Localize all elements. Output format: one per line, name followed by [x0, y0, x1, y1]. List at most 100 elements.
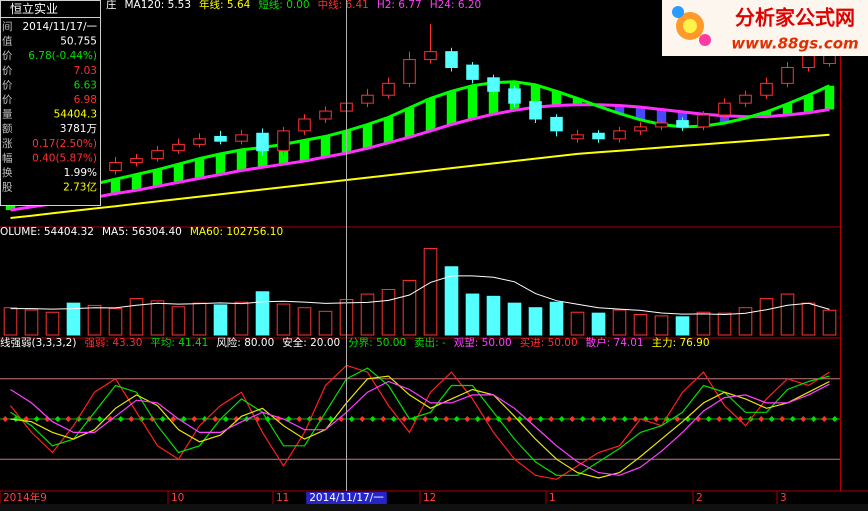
volume-bar	[444, 266, 459, 336]
level-marker	[359, 416, 366, 422]
volume-bar	[24, 309, 39, 336]
level-marker	[558, 416, 565, 422]
level-marker	[96, 416, 103, 422]
ma-line	[10, 133, 830, 219]
info-header	[0, 0, 101, 18]
panel-header: 短线: 0.00	[258, 0, 309, 11]
level-marker	[768, 416, 775, 422]
level-marker	[369, 416, 376, 422]
level-marker	[401, 416, 408, 422]
level-marker	[779, 416, 786, 422]
level-marker	[821, 416, 828, 422]
volume-bar	[612, 309, 627, 336]
level-marker	[180, 416, 187, 422]
info-label: 价	[2, 94, 13, 106]
x-tick-label: 2014年9	[3, 491, 47, 504]
info-label: 值	[2, 35, 13, 48]
candle-body	[109, 162, 122, 171]
info-value: 2.73亿	[63, 181, 97, 194]
panel-header: 主力: 76.90	[652, 336, 710, 349]
volume-bar	[213, 304, 228, 336]
panel-header: 平均: 41.41	[150, 337, 208, 349]
volume-bar	[276, 303, 291, 336]
panel-header: H24: 6.20	[430, 0, 482, 11]
candle-body	[571, 134, 584, 140]
level-marker	[464, 416, 471, 422]
candle-body	[760, 82, 773, 96]
level-marker	[831, 416, 838, 422]
candle-body	[550, 116, 563, 132]
candle-body	[718, 102, 731, 116]
level-marker	[33, 416, 40, 422]
candle-body	[445, 51, 458, 69]
level-marker	[632, 416, 639, 422]
level-marker	[170, 416, 177, 422]
candle-body	[466, 64, 479, 80]
level-marker	[159, 416, 166, 422]
level-marker	[65, 416, 72, 422]
info-label: 价	[2, 79, 13, 91]
level-marker	[191, 416, 198, 422]
volume-bar	[654, 315, 669, 336]
level-marker	[810, 416, 817, 422]
logo-petal	[672, 6, 684, 18]
level-marker	[117, 416, 124, 422]
volume-bar	[822, 309, 837, 336]
level-marker	[443, 416, 450, 422]
candle-body	[592, 132, 605, 140]
info-value: 6.78(-0.44%)	[28, 50, 97, 62]
info-value: 0.17(2.50%)	[32, 138, 97, 150]
volume-bar	[297, 307, 312, 336]
logo-petal	[699, 34, 711, 46]
level-marker	[590, 416, 597, 422]
x-tick-label: 11	[276, 492, 289, 504]
x-tick-label: 1	[549, 492, 556, 504]
level-marker	[611, 416, 618, 422]
candle-body	[151, 150, 164, 160]
panel-header: MA5: 56304.40	[102, 226, 182, 238]
candle-body	[214, 135, 227, 142]
x-tick-label: 3	[780, 492, 787, 504]
level-marker	[296, 416, 303, 422]
panel-header: 庄	[106, 0, 117, 11]
candle-body	[172, 143, 185, 152]
x-tick-label-selected: 2014/11/17/一	[309, 492, 384, 504]
panel-header: 风险: 80.00	[216, 336, 274, 349]
volume-bar	[192, 302, 207, 336]
volume-bar	[108, 308, 123, 336]
level-marker	[537, 416, 544, 422]
level-marker	[674, 416, 681, 422]
level-marker	[474, 416, 481, 422]
info-title: 恒立实业	[10, 1, 58, 16]
volume-bar	[675, 316, 690, 336]
ma-line	[10, 103, 830, 212]
level-marker	[44, 416, 51, 422]
panel-header: 安全: 20.00	[282, 336, 340, 349]
volume-bar	[423, 248, 438, 336]
volume-bar	[360, 293, 375, 336]
panel-header: 买进: 50.00	[520, 337, 578, 349]
level-marker	[380, 416, 387, 422]
status-strip	[0, 504, 868, 511]
level-marker	[758, 416, 765, 422]
volume-bar	[738, 307, 753, 336]
level-marker	[453, 416, 460, 422]
panel-header: 年线: 5.64	[199, 0, 251, 11]
level-marker	[653, 416, 660, 422]
info-label: 额	[2, 122, 13, 135]
volume-bar	[381, 289, 396, 336]
ma-line	[10, 80, 831, 204]
candle-body	[235, 134, 248, 142]
candle-body	[487, 77, 500, 92]
volume-bar	[318, 310, 333, 336]
volume-bar	[717, 312, 732, 336]
candle-body	[781, 67, 794, 84]
candle-body	[130, 158, 143, 164]
panel-header: MA60: 102756.10	[190, 226, 283, 238]
volume-bar	[402, 279, 417, 336]
candle-body	[193, 138, 206, 145]
logo-flower-center	[683, 19, 697, 33]
volume-bar	[696, 311, 711, 336]
x-tick-label: 10	[171, 492, 184, 504]
info-value: 1.99%	[64, 167, 97, 179]
